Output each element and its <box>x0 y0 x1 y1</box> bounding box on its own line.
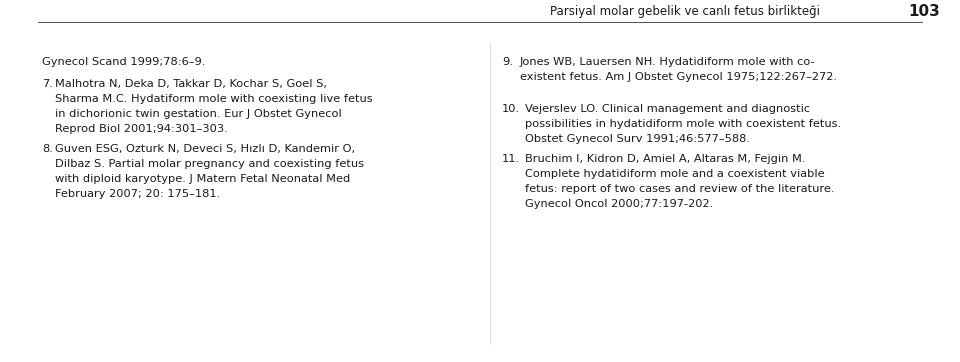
Text: Gynecol Scand 1999;78:6–9.: Gynecol Scand 1999;78:6–9. <box>42 57 205 67</box>
Text: Obstet Gynecol Surv 1991;46:577–588.: Obstet Gynecol Surv 1991;46:577–588. <box>525 134 750 144</box>
Text: 10.: 10. <box>502 104 520 114</box>
Text: Malhotra N, Deka D, Takkar D, Kochar S, Goel S,: Malhotra N, Deka D, Takkar D, Kochar S, … <box>55 79 327 89</box>
Text: Dilbaz S. Partial molar pregnancy and coexisting fetus: Dilbaz S. Partial molar pregnancy and co… <box>55 159 364 169</box>
Text: Gynecol Oncol 2000;77:197-202.: Gynecol Oncol 2000;77:197-202. <box>525 199 713 209</box>
Text: 11.: 11. <box>502 154 520 164</box>
Text: 103: 103 <box>908 4 940 20</box>
Text: possibilities in hydatidiform mole with coexistent fetus.: possibilities in hydatidiform mole with … <box>525 119 841 129</box>
Text: Vejerslev LO. Clinical management and diagnostic: Vejerslev LO. Clinical management and di… <box>525 104 810 114</box>
Text: February 2007; 20: 175–181.: February 2007; 20: 175–181. <box>55 189 220 199</box>
Text: with diploid karyotype. J Matern Fetal Neonatal Med: with diploid karyotype. J Matern Fetal N… <box>55 174 350 184</box>
Text: Complete hydatidiform mole and a coexistent viable: Complete hydatidiform mole and a coexist… <box>525 169 825 179</box>
Text: Parsiyal molar gebelik ve canlı fetus birlikteği: Parsiyal molar gebelik ve canlı fetus bi… <box>550 5 820 18</box>
Text: 7.: 7. <box>42 79 53 89</box>
Text: Sharma M.C. Hydatiform mole with coexisting live fetus: Sharma M.C. Hydatiform mole with coexist… <box>55 94 372 104</box>
Text: Jones WB, Lauersen NH. Hydatidiform mole with co-: Jones WB, Lauersen NH. Hydatidiform mole… <box>520 57 816 67</box>
Text: fetus: report of two cases and review of the literature.: fetus: report of two cases and review of… <box>525 184 834 194</box>
Text: Reprod Biol 2001;94:301–303.: Reprod Biol 2001;94:301–303. <box>55 124 228 134</box>
Text: 9.: 9. <box>502 57 513 67</box>
Text: Bruchim I, Kidron D, Amiel A, Altaras M, Fejgin M.: Bruchim I, Kidron D, Amiel A, Altaras M,… <box>525 154 805 164</box>
Text: 8.: 8. <box>42 144 53 154</box>
Text: existent fetus. Am J Obstet Gynecol 1975;122:267–272.: existent fetus. Am J Obstet Gynecol 1975… <box>520 72 837 82</box>
Text: in dichorionic twin gestation. Eur J Obstet Gynecol: in dichorionic twin gestation. Eur J Obs… <box>55 109 342 119</box>
Text: Guven ESG, Ozturk N, Deveci S, Hızlı D, Kandemir O,: Guven ESG, Ozturk N, Deveci S, Hızlı D, … <box>55 144 355 154</box>
